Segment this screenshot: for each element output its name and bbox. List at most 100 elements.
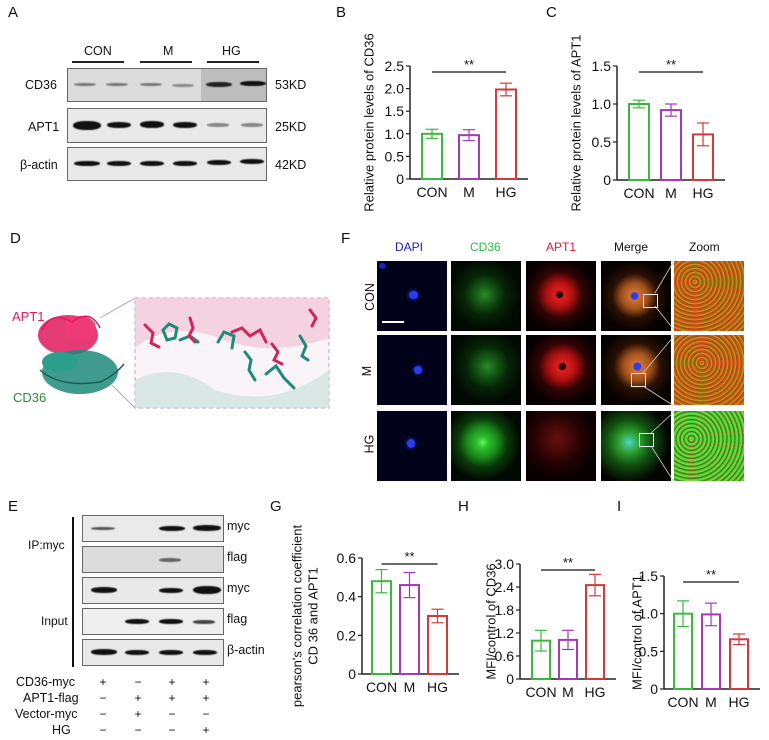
blot-row-label-beta-actin: β-actin [20,158,58,172]
y-tick-label: 1.0 [592,96,612,112]
chart-i-mfi-apt1: 0 0.5 1.0 1.5 CON M HG ** MFI/control of APT1 [620,520,769,735]
condition-value: + [168,675,176,689]
group-label-con: CON [84,44,112,58]
significance-annotation: ** [563,555,573,570]
y-axis-title: pearson's correlation coefficient [289,525,304,708]
image-con-dapi [377,261,447,331]
section-label-input: Input [41,614,68,628]
y-tick-label: 0 [603,172,611,188]
input-section-bracket [72,577,74,667]
image-con-merge [601,261,671,331]
zoom-region-box [631,373,646,387]
condition-value: + [202,691,210,705]
group-bar-m [140,61,192,63]
y-tick-label: 0.2 [337,627,357,643]
apt1-structure-label: APT1 [12,309,45,324]
group-label-hg: HG [222,44,241,58]
condition-value: + [168,691,176,705]
scale-bar [382,321,404,323]
group-label-m: M [163,44,174,58]
y-tick-label: 0.5 [639,643,659,659]
panel-h-letter: H [458,498,469,515]
y-axis-title: CD 36 and APT1 [305,567,320,665]
bar-m [399,584,420,675]
panel-e-letter: E [8,498,19,515]
y-axis-title: MFI/control of APT1 [629,575,644,690]
image-m-apt1 [526,335,596,405]
condition-value: − [168,707,176,721]
y-tick-label: 1.0 [639,606,659,622]
x-category-label: CON [623,185,654,201]
blot-input-myc [82,577,224,604]
chart-i-svg: 0 0.5 1.0 1.5 CON M HG ** MFI/control of APT1 [629,567,760,710]
chart-g-pearson-correlation: 0 0.2 0.4 0.6 CON M HG ** pearson's correlation … [289,520,460,735]
image-m-merge [601,335,671,405]
condition-value: − [99,723,107,737]
panel-d-letter: D [10,230,21,247]
column-label-dapi: DAPI [395,240,424,254]
image-con-zoom [674,261,744,331]
panel-c-letter: C [546,4,557,21]
cd36-structure-label: CD36 [13,390,47,405]
x-category-label: M [562,684,574,700]
image-hg-dapi [377,411,447,481]
significance-annotation: ** [666,57,676,72]
column-label-cd36: CD36 [470,240,501,254]
image-hg-zoom [674,411,744,481]
section-label-ip-myc: IP:myc [28,538,65,552]
chart-b-cd36-protein-levels: 0 0.5 1.0 1.5 2.0 2.5 CON M HG ** Relative protein… [340,30,540,212]
row-label-hg: HG [362,434,377,454]
blot-label-input-myc: myc [227,581,250,595]
blot-size-cd36: 53KD [275,78,307,92]
y-tick-label: 0 [348,666,356,682]
panel-a-letter: A [8,4,19,21]
y-axis-title: Relative protein levels of CD36 [361,33,376,211]
chart-b-svg: 0 0.5 1.0 1.5 2.0 2.5 CON M HG ** Relative protein… [361,33,528,212]
blot-label-input-beta-actin: β-actin [227,643,265,657]
x-category-label: HG [427,679,448,695]
column-label-merge: Merge [614,240,649,254]
condition-value: − [134,675,142,689]
x-category-label: M [404,679,416,695]
x-category-label: HG [585,684,606,700]
bar-hg [427,615,448,675]
significance-annotation: ** [706,567,716,582]
y-tick-label: 0.6 [495,648,515,664]
ip-section-bracket [72,517,74,585]
bar-m [660,109,682,181]
condition-value: − [99,707,107,721]
bar-con [628,103,650,181]
image-m-zoom [674,335,744,405]
condition-label-hg: HG [52,723,71,737]
condition-value: + [202,723,210,737]
bar-hg [495,88,517,181]
blot-input-flag [82,608,224,635]
group-bar-hg [207,61,259,63]
image-con-apt1 [526,261,596,331]
condition-value: − [168,723,176,737]
y-tick-label: 1.5 [592,58,612,74]
condition-value: + [134,707,142,721]
y-tick-label: 3.0 [495,556,515,572]
y-tick-label: 1.8 [495,602,515,618]
y-tick-label: 0.6 [337,550,357,566]
condition-value: − [134,723,142,737]
group-bar-con [72,61,124,63]
zoom-connector-lines [642,260,675,483]
blot-size-beta-actin: 42KD [275,158,307,172]
x-category-label: CON [525,684,556,700]
image-con-cd36 [451,261,521,331]
y-tick-label: 1.2 [495,625,515,641]
y-tick-label: 0.5 [385,148,405,164]
chart-h-svg: 0 0.6 1.2 1.8 2.4 3.0 CON M HG ** MFI/control of C… [483,555,616,700]
image-hg-merge [601,411,671,481]
y-axis-title: MFI/control of CD36 [483,563,498,679]
x-category-label: M [463,184,475,200]
x-category-label: M [705,694,717,710]
blot-cd36 [67,68,267,102]
chart-c-apt1-protein-levels: 0 0.5 1.0 1.5 CON M HG ** Relative protein level… [545,30,755,212]
y-tick-label: 1.5 [639,568,659,584]
y-tick-label: 0.4 [337,589,357,605]
image-m-cd36 [451,335,521,405]
bar-hg [729,638,749,690]
